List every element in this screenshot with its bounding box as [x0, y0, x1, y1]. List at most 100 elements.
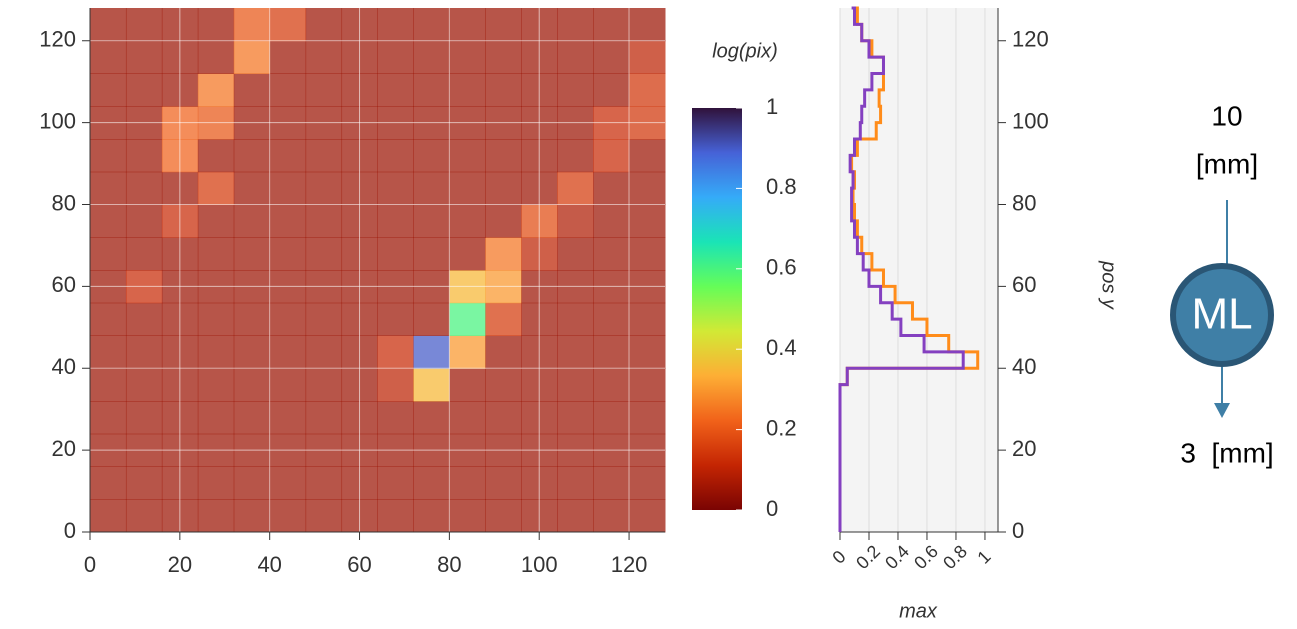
heat-cell [485, 40, 522, 74]
heat-cell [305, 40, 343, 74]
x-tick-label: 20 [168, 552, 192, 577]
heat-cell [449, 466, 486, 500]
heat-cell [233, 73, 271, 107]
node-label: ML [1191, 290, 1252, 339]
y-tick-label: 120 [39, 27, 76, 52]
heat-cell [413, 335, 450, 369]
heat-cell [557, 368, 594, 402]
heat-cell [125, 204, 163, 238]
heat-cell [197, 335, 235, 369]
heat-cell [449, 499, 486, 533]
y-tick-label: 100 [1012, 108, 1049, 133]
heat-cell [197, 466, 235, 500]
heat-cell [377, 237, 414, 271]
x-tick-label: 0.2 [852, 541, 884, 573]
heat-cell [377, 335, 414, 369]
layer: 0 20 40 60 80 100 120 0 20 40 60 80 100 120 0 0.2 0.4 0.6… [39, 8, 797, 577]
heat-cell [197, 73, 235, 107]
heat-cell [197, 401, 235, 435]
heat-cell [629, 466, 666, 500]
heat-cell [593, 466, 630, 500]
heat-cell [593, 368, 630, 402]
heat-cell [197, 40, 235, 74]
heat-cell [90, 401, 127, 435]
heat-cell [557, 401, 594, 435]
heat-cell [593, 139, 630, 173]
heat-cell [377, 401, 414, 435]
heat-cell [90, 368, 127, 402]
heat-cell [593, 335, 630, 369]
heat-cell [233, 302, 271, 336]
heat-cell [269, 171, 307, 205]
x-tick-label: 120 [611, 552, 648, 577]
heat-cell [593, 302, 630, 336]
heat-cell [269, 499, 307, 533]
heat-cell [233, 8, 271, 42]
heat-cell [557, 237, 594, 271]
heat-cell [90, 8, 127, 42]
output-label: 3 [mm] [1180, 437, 1273, 468]
heat-cell [90, 73, 127, 107]
heat-cell [413, 73, 450, 107]
heat-cell [593, 401, 630, 435]
heat-cell [125, 499, 163, 533]
heat-cell [557, 335, 594, 369]
colorbar-tick-label: 0.8 [766, 174, 797, 199]
heat-cell [593, 171, 630, 205]
heat-cell [629, 204, 666, 238]
heat-cell [485, 171, 522, 205]
heat-cell [413, 466, 450, 500]
heat-cell [377, 499, 414, 533]
heat-cell [449, 204, 486, 238]
heat-cell [305, 8, 343, 42]
y-tick-label: 20 [52, 436, 76, 461]
heat-cell [269, 73, 307, 107]
y-tick-label: 0 [64, 518, 76, 543]
heat-cell [197, 171, 235, 205]
heat-cell [125, 73, 163, 107]
x-tick-label: 60 [347, 552, 371, 577]
heat-cell [413, 8, 450, 42]
x-tick-label: 100 [521, 552, 558, 577]
heat-cell [593, 499, 630, 533]
heat-cell [125, 368, 163, 402]
colorbar-tick-label: 0.2 [766, 415, 797, 440]
heat-cell [557, 73, 594, 107]
heat-cell [629, 499, 666, 533]
y-tick-label: 100 [39, 108, 76, 133]
x-axis-label: max [899, 600, 938, 622]
heat-cell [413, 237, 450, 271]
heat-cell [125, 171, 163, 205]
heat-cell [233, 139, 271, 173]
heat-cell [449, 8, 486, 42]
heat-cell [233, 401, 271, 435]
heat-cell [413, 204, 450, 238]
x-tick-label: 0.4 [881, 541, 913, 573]
heat-cell [629, 40, 666, 74]
heat-cell [485, 8, 522, 42]
y-tick-label: 40 [52, 354, 76, 379]
heat-cell [557, 204, 594, 238]
heat-cell [197, 237, 235, 271]
heat-cell [125, 40, 163, 74]
heat-cell [305, 237, 343, 271]
y-tick-label: 20 [1012, 436, 1036, 461]
y-tick-label: 60 [52, 272, 76, 297]
heat-cell [557, 171, 594, 205]
heat-cell [413, 139, 450, 173]
colorbar [692, 108, 742, 510]
heat-cell [593, 73, 630, 107]
heat-cell [629, 171, 666, 205]
heat-cell [305, 204, 343, 238]
heat-cell [269, 8, 307, 42]
heat-cell [485, 335, 522, 369]
heat-cell [233, 335, 271, 369]
x-tick-label: 80 [437, 552, 461, 577]
x-tick-label: 40 [257, 552, 281, 577]
heat-cell [269, 335, 307, 369]
heat-cell [197, 204, 235, 238]
x-tick-label: 1 [973, 547, 994, 568]
heat-cell [269, 368, 307, 402]
heat-cell [269, 466, 307, 500]
